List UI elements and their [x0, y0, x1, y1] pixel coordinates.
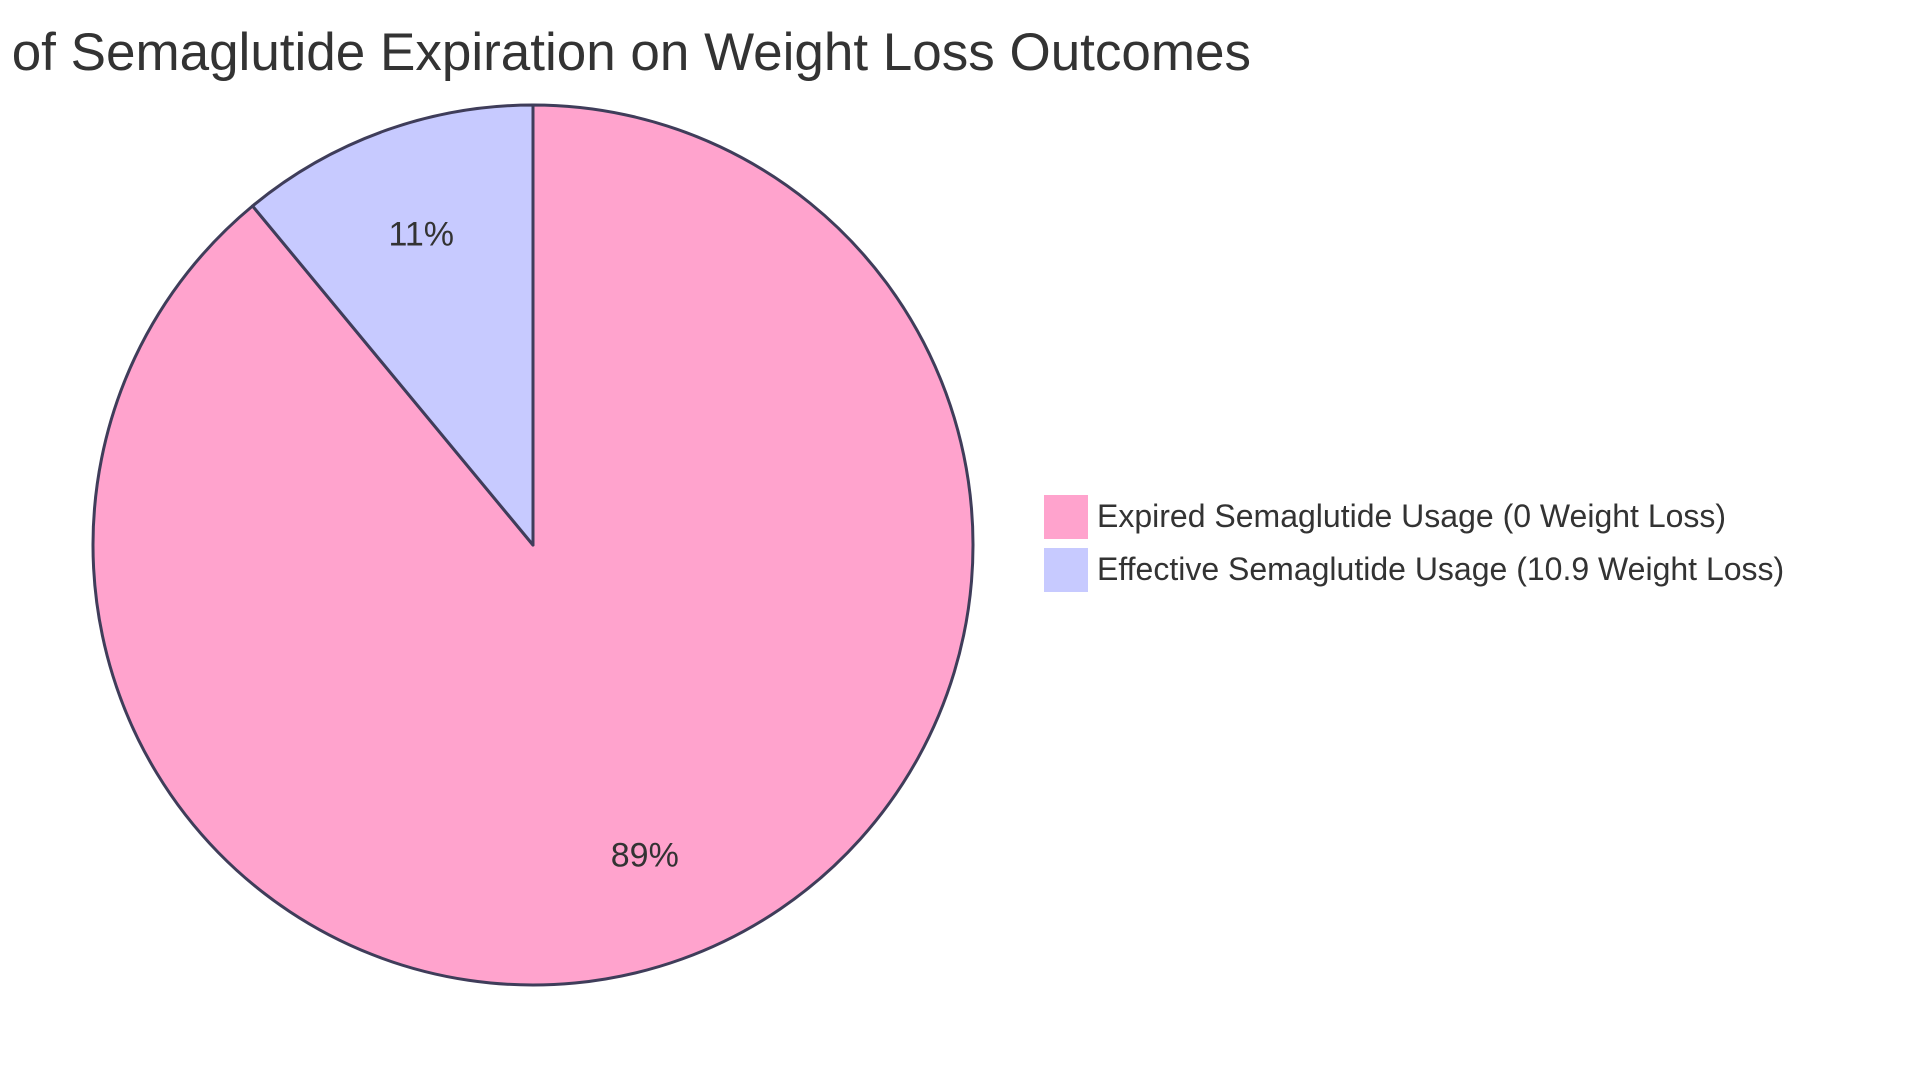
legend-swatch-expired: [1044, 494, 1088, 539]
slice-label-expired: 89%: [611, 836, 679, 874]
chart-title: of Semaglutide Expiration on Weight Loss…: [0, 18, 1920, 88]
legend-label-expired: Expired Semaglutide Usage (0 Weight Loss…: [1097, 498, 1727, 534]
pie-slices: [91, 103, 975, 987]
legend-label-effective: Effective Semaglutide Usage (10.9 Weight…: [1097, 551, 1785, 587]
legend: Expired Semaglutide Usage (0 Weight Loss…: [1044, 490, 1784, 596]
legend-item-effective: Effective Semaglutide Usage (10.9 Weight…: [1044, 543, 1784, 596]
slice-label-effective: 11%: [388, 216, 454, 254]
chart-title-text: of Semaglutide Expiration on Weight Loss…: [11, 23, 1251, 82]
legend-swatch-effective: [1044, 547, 1088, 592]
pie-slice-labels: 89% 11%: [388, 216, 678, 875]
pie-slice-effective: [251, 103, 535, 547]
legend-item-expired: Expired Semaglutide Usage (0 Weight Loss…: [1044, 490, 1784, 543]
